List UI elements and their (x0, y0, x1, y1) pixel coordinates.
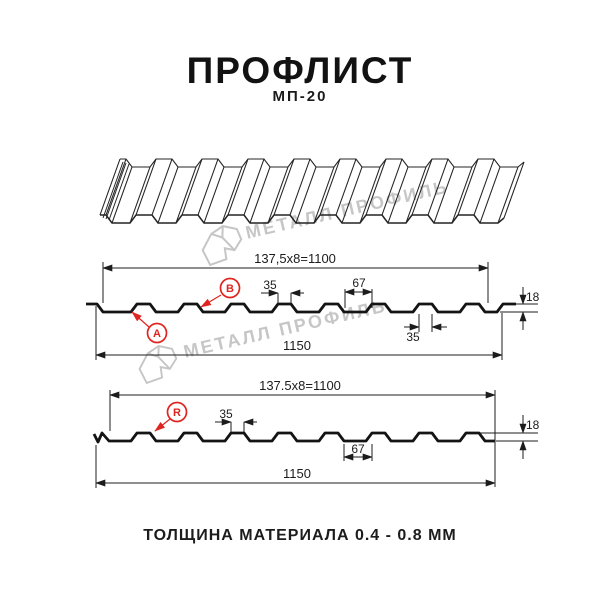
product-code: МП-20 (272, 88, 328, 105)
cross-section-bottom: 137.5x8=1100 35 67 (92, 378, 540, 488)
dim-valley (344, 288, 373, 308)
marker-b: B (200, 277, 241, 308)
dim-label-overall-width: 1150 (283, 338, 311, 353)
profile-outline (86, 302, 516, 314)
marker-b-letter: B (226, 283, 234, 295)
dim-label-module-width: 137,5x8=1100 (254, 251, 336, 266)
marker-a-letter: A (153, 328, 161, 340)
dim-label-module-width: 137.5x8=1100 (259, 378, 341, 393)
dim-overall-width (95, 306, 503, 360)
dim-label-valley: 67 (352, 276, 366, 290)
dim-module-width (102, 262, 489, 303)
dim-label-height: 18 (526, 290, 540, 304)
marker-r: R (154, 401, 188, 432)
dim-height (480, 415, 538, 459)
dim-rib-top (261, 289, 304, 304)
dim-label-overall-width: 1150 (283, 466, 311, 481)
cross-section-top: 137,5x8=1100 35 67 (86, 251, 540, 360)
dim-overall-width (95, 445, 496, 488)
marker-r-letter: R (173, 407, 181, 419)
dim-rib-top (215, 418, 257, 432)
dim-height (500, 287, 538, 330)
material-thickness-note: ТОЛЩИНА МАТЕРИАЛА 0.4 - 0.8 ММ (143, 527, 457, 544)
page-title: ПРОФЛИСТ (186, 50, 414, 91)
dim-valley (343, 444, 373, 461)
dim-label-rib-top: 35 (263, 278, 277, 292)
marker-a: A (131, 311, 168, 344)
dim-label-height: 18 (526, 418, 540, 432)
dim-label-rib-top: 35 (219, 407, 233, 421)
dim-module-width (109, 390, 496, 487)
dim-label-rib-bottom: 35 (406, 330, 420, 344)
perspective-sheet-drawing (99, 158, 525, 224)
dim-label-valley: 67 (351, 442, 365, 456)
profile-outline (92, 431, 495, 444)
dim-rib-bottom (404, 314, 447, 332)
